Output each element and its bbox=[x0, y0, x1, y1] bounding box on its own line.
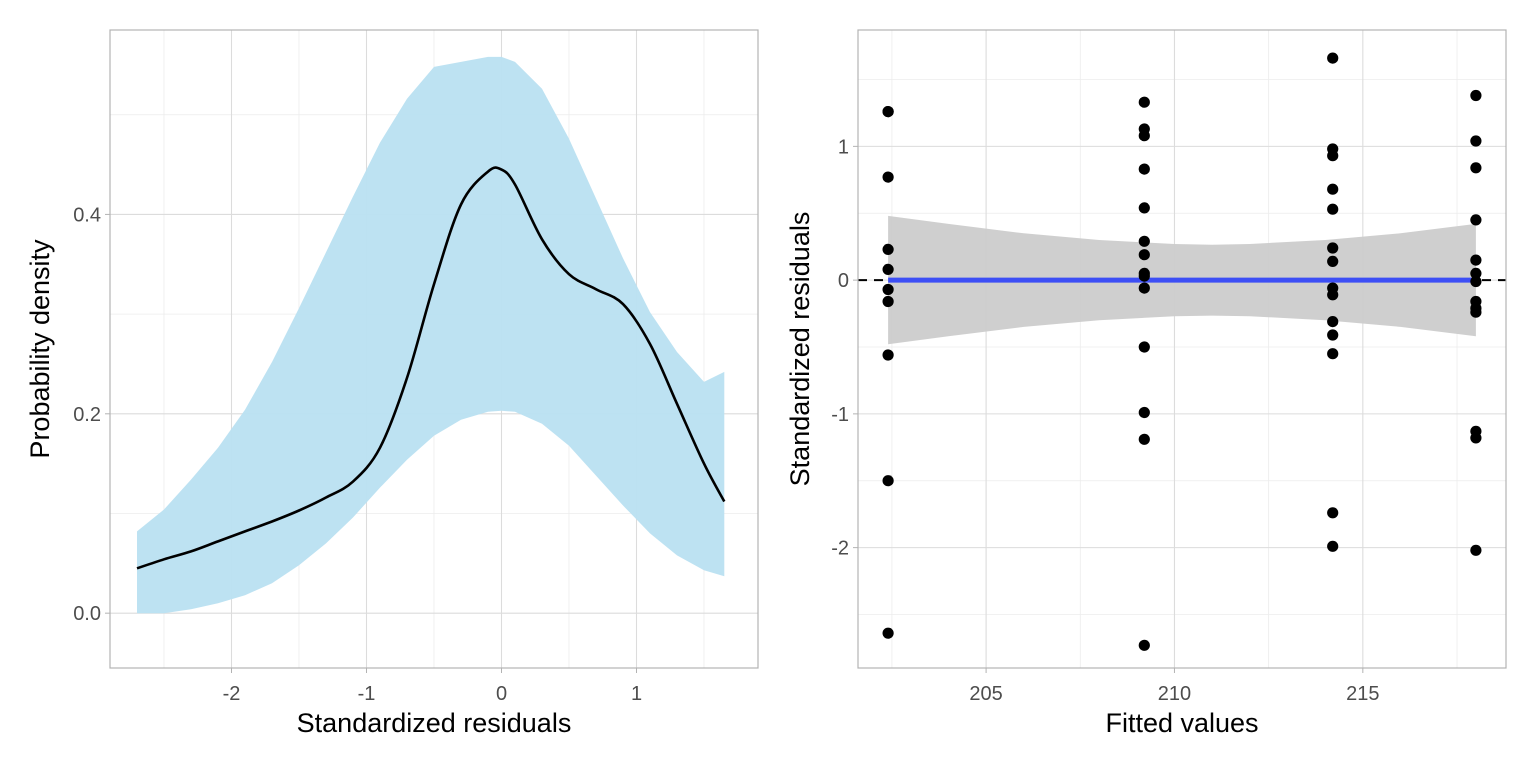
residual-tick-labels: 205 210 215 -2 -1 0 1 bbox=[831, 136, 1379, 705]
residual-y-tick-label: 1 bbox=[838, 136, 849, 158]
residual-point bbox=[1470, 267, 1482, 279]
residual-point bbox=[1327, 150, 1339, 162]
residual-point bbox=[1327, 242, 1339, 254]
residual-gridlines bbox=[858, 30, 1506, 668]
residual-point bbox=[1327, 52, 1339, 64]
residual-point bbox=[1470, 214, 1482, 226]
density-x-tick-label: -1 bbox=[358, 683, 376, 705]
residual-point bbox=[1138, 341, 1150, 353]
density-tick-labels: -2 -1 0 1 0.0 0.2 0.4 bbox=[73, 204, 642, 705]
residual-y-tick-label: 0 bbox=[838, 270, 849, 292]
residual-point bbox=[882, 295, 894, 308]
residual-point bbox=[882, 627, 894, 639]
residual-x-tick-label: 210 bbox=[1158, 683, 1191, 705]
residual-point bbox=[882, 243, 894, 255]
residual-point bbox=[882, 106, 894, 118]
residual-point bbox=[1327, 183, 1339, 195]
residual-point bbox=[1470, 544, 1482, 556]
density-curve-line bbox=[136, 166, 726, 570]
residual-point bbox=[1470, 254, 1482, 266]
residual-panel-border bbox=[857, 29, 1507, 669]
residual-point bbox=[882, 171, 894, 183]
residual-point bbox=[1470, 432, 1482, 444]
residual-point bbox=[1138, 270, 1150, 282]
residual-point bbox=[1138, 433, 1150, 445]
residual-point bbox=[1470, 306, 1482, 318]
residual-point bbox=[1138, 249, 1150, 261]
density-y-tick-label: 0.0 bbox=[73, 603, 101, 625]
residual-point bbox=[1138, 235, 1150, 247]
density-x-axis-title: Standardized residuals bbox=[297, 708, 572, 738]
density-panel-border bbox=[109, 29, 759, 669]
residual-point bbox=[1470, 162, 1482, 174]
residual-point bbox=[1138, 202, 1150, 214]
residual-point bbox=[1327, 316, 1339, 328]
density-confidence-band bbox=[137, 56, 725, 614]
residual-y-axis-title: Standardized residuals bbox=[785, 212, 815, 487]
residual-point bbox=[1470, 275, 1482, 288]
residual-point bbox=[882, 475, 894, 487]
residual-point bbox=[1327, 348, 1339, 360]
residual-point bbox=[1138, 406, 1150, 419]
residual-panel: 205 210 215 -2 -1 0 1 Fitted values Standardiz… bbox=[785, 29, 1507, 738]
residual-point bbox=[1327, 203, 1339, 215]
residual-x-axis-title: Fitted values bbox=[1105, 708, 1258, 738]
density-y-axis-title: Probability density bbox=[25, 239, 55, 459]
density-x-tick-label: -2 bbox=[223, 683, 241, 705]
residual-point bbox=[1327, 289, 1339, 301]
residual-point bbox=[1470, 135, 1482, 147]
residual-point bbox=[1327, 540, 1339, 552]
residual-x-tick-label: 205 bbox=[969, 683, 1002, 705]
residual-point bbox=[1327, 255, 1339, 267]
residual-y-tick-label: -2 bbox=[831, 538, 849, 560]
residual-point bbox=[1138, 96, 1150, 108]
residual-point bbox=[1327, 507, 1339, 519]
density-x-tick-label: 1 bbox=[631, 683, 642, 705]
residual-marks bbox=[858, 52, 1506, 651]
residual-point bbox=[1470, 89, 1482, 102]
residual-point bbox=[1138, 163, 1150, 175]
residual-point bbox=[1327, 329, 1339, 341]
residual-x-tick-label: 215 bbox=[1346, 683, 1379, 705]
residual-point bbox=[1138, 130, 1150, 142]
residual-point bbox=[1138, 282, 1150, 294]
density-x-tick-label: 0 bbox=[496, 683, 507, 705]
density-y-tick-label: 0.2 bbox=[73, 404, 101, 426]
density-marks bbox=[136, 56, 726, 614]
residual-point bbox=[882, 283, 894, 296]
density-y-tick-label: 0.4 bbox=[73, 204, 101, 226]
residual-y-tick-label: -1 bbox=[831, 404, 849, 426]
residual-point bbox=[882, 263, 894, 275]
residual-point bbox=[1138, 639, 1150, 651]
residual-point bbox=[882, 349, 894, 361]
density-panel: -2 -1 0 1 0.0 0.2 0.4 Standardized residuals P… bbox=[25, 29, 759, 738]
